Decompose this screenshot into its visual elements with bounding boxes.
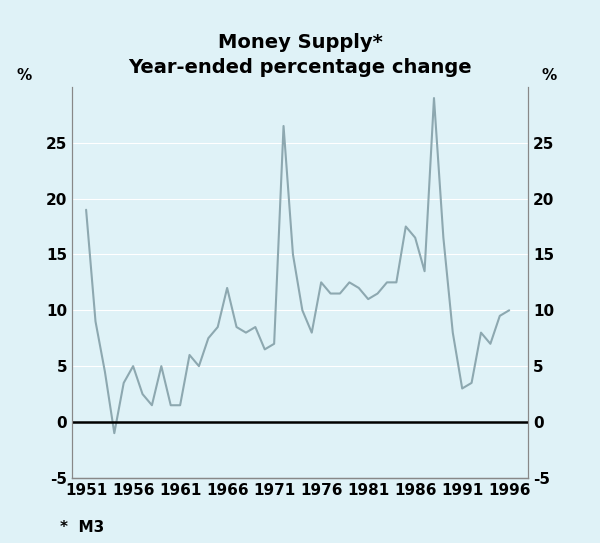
Text: *  M3: * M3: [60, 520, 104, 535]
Text: %: %: [542, 68, 557, 83]
Title: Money Supply*
Year-ended percentage change: Money Supply* Year-ended percentage chan…: [128, 33, 472, 77]
Text: %: %: [16, 68, 32, 83]
